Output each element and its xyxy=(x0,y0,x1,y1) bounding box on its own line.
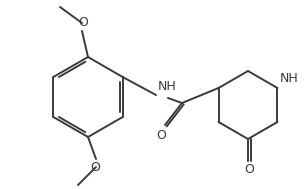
Text: NH: NH xyxy=(158,80,177,93)
Text: NH: NH xyxy=(279,72,298,85)
Text: O: O xyxy=(90,161,100,174)
Text: O: O xyxy=(244,163,254,176)
Text: O: O xyxy=(78,16,88,29)
Text: O: O xyxy=(156,129,166,142)
